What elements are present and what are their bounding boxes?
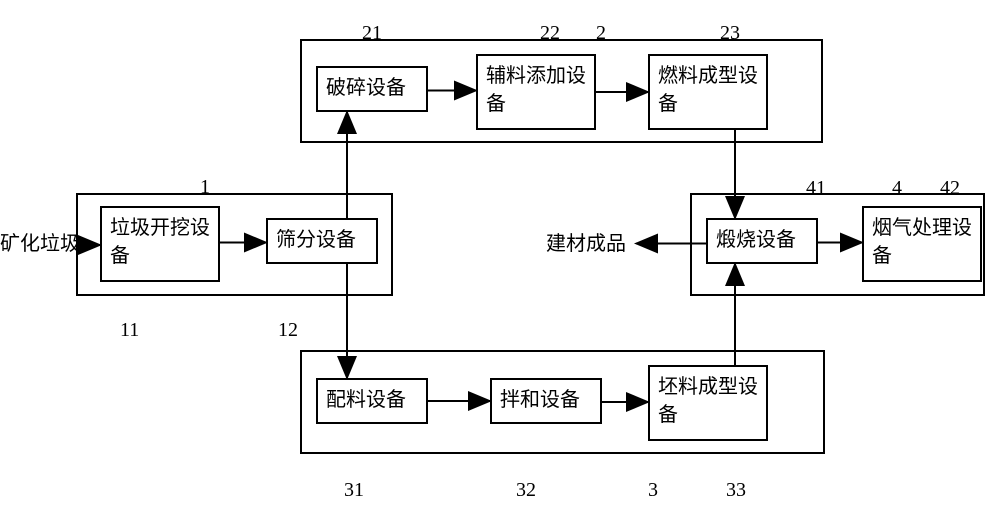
- group-number-g2: 2: [596, 23, 606, 43]
- node-number-n11: 11: [120, 320, 139, 340]
- node-n31: 配料设备: [316, 378, 428, 424]
- node-number-n22: 22: [540, 23, 560, 43]
- node-number-n12: 12: [278, 320, 298, 340]
- group-number-g4: 4: [892, 178, 902, 198]
- node-number-n21: 21: [362, 23, 382, 43]
- text-in: 矿化垃圾: [0, 234, 80, 254]
- node-n41: 煅烧设备: [706, 218, 818, 264]
- node-n12: 筛分设备: [266, 218, 378, 264]
- node-number-n41: 41: [806, 178, 826, 198]
- node-n42: 烟气处理设备: [862, 206, 982, 282]
- group-number-g1: 1: [200, 177, 210, 197]
- node-number-n23: 23: [720, 23, 740, 43]
- node-n32: 拌和设备: [490, 378, 602, 424]
- node-n11: 垃圾开挖设备: [100, 206, 220, 282]
- node-number-n33: 33: [726, 480, 746, 500]
- text-out: 建材成品: [546, 234, 626, 254]
- node-n22: 辅料添加设备: [476, 54, 596, 130]
- node-number-n31: 31: [344, 480, 364, 500]
- node-number-n42: 42: [940, 178, 960, 198]
- node-n21: 破碎设备: [316, 66, 428, 112]
- node-n33: 坯料成型设备: [648, 365, 768, 441]
- node-n23: 燃料成型设备: [648, 54, 768, 130]
- group-number-g3: 3: [648, 480, 658, 500]
- node-number-n32: 32: [516, 480, 536, 500]
